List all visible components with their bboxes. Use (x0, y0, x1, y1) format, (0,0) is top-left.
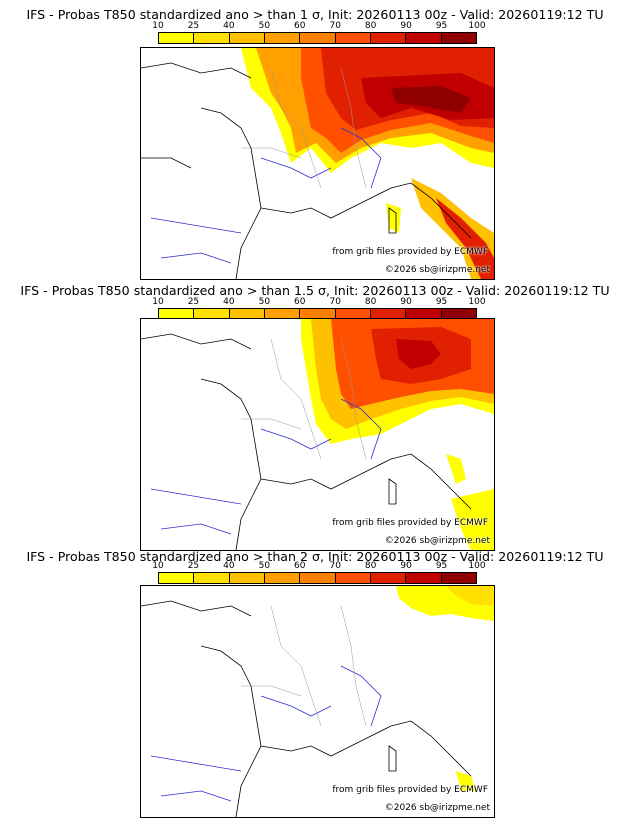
scale-label: 60 (294, 21, 306, 31)
color-scale-bar (158, 572, 477, 584)
data-source-credit: from grib files provided by ECMWF (332, 247, 488, 257)
scale-label: 90 (400, 297, 412, 307)
scale-label: 90 (400, 561, 412, 571)
copyright-credit: ©2026 sb@irizpme.net (384, 536, 490, 546)
scale-label: 95 (435, 21, 448, 31)
scale-label: 40 (223, 561, 235, 571)
data-source-credit: from grib files provided by ECMWF (332, 785, 488, 795)
scale-swatch (335, 309, 371, 319)
scale-swatch (370, 33, 407, 43)
scale-label: 70 (329, 21, 341, 31)
map-panel-1: IFS - Probas T850 standardized ano > tha… (0, 0, 630, 280)
map-panel-3: IFS - Probas T850 standardized ano > tha… (0, 549, 630, 828)
scale-label: 95 (435, 297, 448, 307)
scale-label: 100 (468, 297, 486, 307)
scale-swatch (159, 33, 195, 43)
scale-label: 50 (258, 561, 271, 571)
scale-swatch (264, 33, 301, 43)
scale-label: 40 (223, 21, 235, 31)
scale-swatch (229, 573, 265, 583)
data-source-credit: from grib files provided by ECMWF (332, 518, 488, 528)
map-graphic (141, 586, 494, 817)
scale-swatch (300, 33, 336, 43)
color-scale-bar (158, 32, 477, 44)
scale-swatch (300, 573, 336, 583)
color-scale-labels: 10 25 40 50 60 70 80 90 95 100 (152, 21, 485, 33)
scale-swatch (441, 33, 476, 43)
color-scale-labels: 10 25 40 50 60 70 80 90 95 100 (152, 561, 485, 573)
scale-label: 25 (187, 561, 200, 571)
probability-map: from grib files provided by ECMWF ©2026 … (140, 47, 495, 280)
scale-swatch (229, 33, 265, 43)
scale-label: 90 (400, 21, 412, 31)
scale-swatch (194, 573, 230, 583)
probability-map: from grib files provided by ECMWF ©2026 … (140, 318, 495, 551)
scale-label: 95 (435, 561, 448, 571)
panel-title: IFS - Probas T850 standardized ano > tha… (26, 7, 604, 22)
probability-map: from grib files provided by ECMWF ©2026 … (140, 585, 495, 818)
scale-swatch (229, 309, 265, 319)
scale-swatch (370, 309, 407, 319)
scale-label: 25 (187, 297, 200, 307)
scale-label: 80 (364, 561, 377, 571)
panel-title: IFS - Probas T850 standardized ano > tha… (26, 549, 604, 564)
scale-swatch (194, 309, 230, 319)
scale-label: 100 (468, 21, 486, 31)
scale-swatch (406, 33, 442, 43)
scale-swatch (441, 309, 476, 319)
scale-swatch (159, 573, 195, 583)
map-graphic (141, 319, 494, 550)
copyright-credit: ©2026 sb@irizpme.net (384, 803, 490, 813)
scale-label: 10 (152, 297, 164, 307)
copyright-credit: ©2026 sb@irizpme.net (384, 265, 490, 275)
scale-label: 50 (258, 297, 271, 307)
scale-label: 60 (294, 561, 306, 571)
scale-label: 100 (468, 561, 486, 571)
map-graphic (141, 48, 494, 279)
panel-title: IFS - Probas T850 standardized ano > tha… (20, 283, 610, 298)
scale-label: 70 (329, 561, 341, 571)
scale-label: 10 (152, 21, 164, 31)
color-scale-bar (158, 308, 477, 320)
color-scale-labels: 10 25 40 50 60 70 80 90 95 100 (152, 297, 485, 309)
scale-label: 40 (223, 297, 235, 307)
scale-label: 50 (258, 21, 271, 31)
scale-label: 10 (152, 561, 164, 571)
scale-label: 80 (364, 297, 377, 307)
scale-label: 25 (187, 21, 200, 31)
scale-label: 70 (329, 297, 341, 307)
scale-swatch (264, 309, 301, 319)
scale-swatch (264, 573, 301, 583)
scale-swatch (441, 573, 476, 583)
scale-swatch (194, 33, 230, 43)
scale-swatch (335, 33, 371, 43)
scale-swatch (335, 573, 371, 583)
scale-label: 80 (364, 21, 377, 31)
scale-swatch (406, 309, 442, 319)
scale-swatch (300, 309, 336, 319)
scale-swatch (406, 573, 442, 583)
scale-swatch (159, 309, 195, 319)
scale-label: 60 (294, 297, 306, 307)
map-panel-2: IFS - Probas T850 standardized ano > tha… (0, 276, 630, 552)
scale-swatch (370, 573, 407, 583)
